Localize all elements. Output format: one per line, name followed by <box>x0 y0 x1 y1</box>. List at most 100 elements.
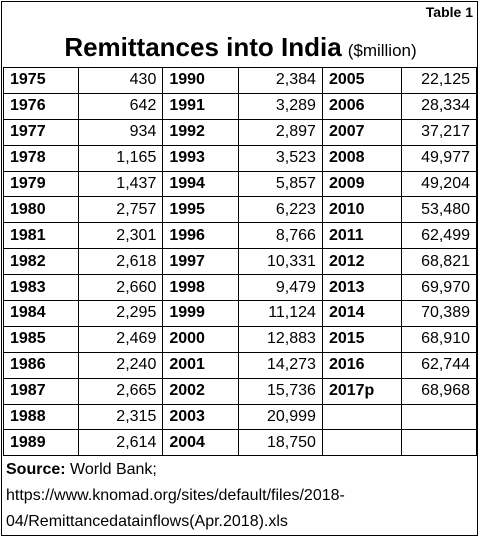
year-cell: 2012 <box>321 248 403 276</box>
value-cell: 2,240 <box>78 351 164 379</box>
year-cell <box>321 429 403 457</box>
value-cell: 8,766 <box>237 222 323 250</box>
year-cell: 2017p <box>321 377 403 405</box>
year-cell: 2016 <box>321 351 403 379</box>
year-cell: 2002 <box>162 377 239 405</box>
year-cell: 2001 <box>162 351 239 379</box>
year-cell: 1989 <box>2 429 80 457</box>
value-cell: 2,614 <box>78 429 164 457</box>
year-cell: 1982 <box>2 248 80 276</box>
table-row: 1979 1,437 1994 5,857 2009 49,204 <box>2 170 477 198</box>
value-cell: 70,389 <box>401 300 477 327</box>
year-cell: 2004 <box>162 429 239 457</box>
table-row: 1976 642 1991 3,289 2006 28,334 <box>2 92 477 120</box>
value-cell: 5,857 <box>237 170 323 198</box>
year-cell: 1981 <box>2 222 80 250</box>
year-cell: 2011 <box>321 222 403 250</box>
year-cell: 2005 <box>321 67 403 94</box>
table-row: 1986 2,240 2001 14,273 2016 62,744 <box>2 351 477 379</box>
table-row: 1975 430 1990 2,384 2005 22,125 <box>2 67 477 94</box>
year-cell: 2014 <box>321 300 403 327</box>
value-cell: 68,821 <box>401 248 477 276</box>
value-cell: 12,883 <box>237 325 323 353</box>
table-label: Table 1 <box>425 4 473 20</box>
value-cell: 62,499 <box>401 222 477 250</box>
value-cell: 14,273 <box>237 351 323 379</box>
value-cell: 11,124 <box>237 300 323 327</box>
value-cell: 2,384 <box>237 67 323 94</box>
year-cell: 2006 <box>321 92 403 120</box>
value-cell: 1,437 <box>78 170 164 198</box>
table-row: 1977 934 1992 2,897 2007 37,217 <box>2 118 477 146</box>
table-row: 1982 2,618 1997 10,331 2012 68,821 <box>2 248 477 276</box>
year-cell: 1986 <box>2 351 80 379</box>
unit-text: ($million) <box>347 41 417 60</box>
value-cell: 2,301 <box>78 222 164 250</box>
source-label: Source: <box>6 461 66 478</box>
value-cell: 18,750 <box>237 429 323 457</box>
value-cell: 49,204 <box>401 170 477 198</box>
table-row: 1983 2,660 1998 9,479 2013 69,970 <box>2 274 477 302</box>
page-title: Remittances into India ($million) <box>2 30 479 69</box>
value-cell: 2,315 <box>78 403 164 431</box>
year-cell: 1988 <box>2 403 80 431</box>
value-cell: 28,334 <box>401 92 477 120</box>
year-cell: 2007 <box>321 118 403 146</box>
table-row: 1981 2,301 1996 8,766 2011 62,499 <box>2 222 477 250</box>
year-cell: 2015 <box>321 325 403 353</box>
year-cell: 2009 <box>321 170 403 198</box>
year-cell: 1997 <box>162 248 239 276</box>
year-cell: 1996 <box>162 222 239 250</box>
value-cell: 10,331 <box>237 248 323 276</box>
value-cell <box>401 403 477 431</box>
value-cell: 53,480 <box>401 196 477 224</box>
value-cell: 2,897 <box>237 118 323 146</box>
year-cell: 1978 <box>2 144 80 172</box>
year-cell: 2010 <box>321 196 403 224</box>
year-cell: 1987 <box>2 377 80 405</box>
year-cell <box>321 403 403 431</box>
year-cell: 1992 <box>162 118 239 146</box>
year-cell: 1983 <box>2 274 80 302</box>
value-cell: 68,910 <box>401 325 477 353</box>
year-cell: 1995 <box>162 196 239 224</box>
year-cell: 1976 <box>2 92 80 120</box>
table-row: 1987 2,665 2002 15,736 2017p 68,968 <box>2 377 477 405</box>
table-row: 1985 2,469 2000 12,883 2015 68,910 <box>2 325 477 353</box>
table-row: 1978 1,165 1993 3,523 2008 49,977 <box>2 144 477 172</box>
title-text: Remittances into India <box>64 32 342 62</box>
year-cell: 2013 <box>321 274 403 302</box>
value-cell: 15,736 <box>237 377 323 405</box>
value-cell: 2,660 <box>78 274 164 302</box>
value-cell: 37,217 <box>401 118 477 146</box>
year-cell: 1998 <box>162 274 239 302</box>
year-cell: 1999 <box>162 300 239 327</box>
year-cell: 1979 <box>2 170 80 198</box>
year-cell: 1977 <box>2 118 80 146</box>
year-cell: 1994 <box>162 170 239 198</box>
value-cell: 2,618 <box>78 248 164 276</box>
value-cell: 430 <box>78 67 164 94</box>
value-cell: 69,970 <box>401 274 477 302</box>
value-cell: 20,999 <box>237 403 323 431</box>
value-cell: 9,479 <box>237 274 323 302</box>
table-row: 1988 2,315 2003 20,999 <box>2 403 477 431</box>
value-cell: 642 <box>78 92 164 120</box>
year-cell: 1975 <box>2 67 80 94</box>
value-cell: 1,165 <box>78 144 164 172</box>
value-cell: 68,968 <box>401 377 477 405</box>
value-cell: 2,469 <box>78 325 164 353</box>
value-cell: 934 <box>78 118 164 146</box>
value-cell: 2,665 <box>78 377 164 405</box>
year-cell: 2003 <box>162 403 239 431</box>
year-cell: 1980 <box>2 196 80 224</box>
source-note: Source: World Bank; https://www.knomad.o… <box>6 457 476 535</box>
value-cell: 62,744 <box>401 351 477 379</box>
value-cell: 3,523 <box>237 144 323 172</box>
table-row: 1980 2,757 1995 6,223 2010 53,480 <box>2 196 477 224</box>
table-row: 1984 2,295 1999 11,124 2014 70,389 <box>2 300 477 327</box>
table-row: 1989 2,614 2004 18,750 <box>2 429 477 457</box>
value-cell: 6,223 <box>237 196 323 224</box>
year-cell: 1993 <box>162 144 239 172</box>
